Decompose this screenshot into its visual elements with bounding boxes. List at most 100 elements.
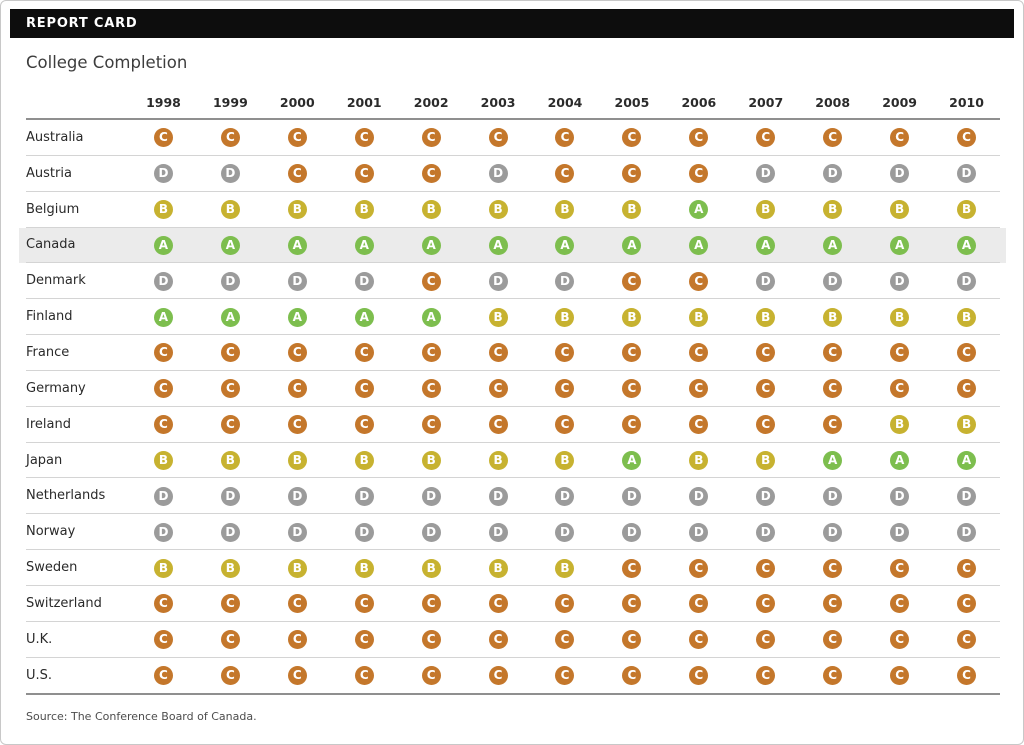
grade-badge-c: C — [287, 164, 307, 184]
grade-badge-b: B — [756, 200, 776, 220]
grade-badge-d: D — [488, 164, 508, 184]
grade-cell: D — [665, 486, 732, 506]
country-label: U.S. — [26, 667, 53, 683]
grade-badge-c: C — [890, 128, 910, 148]
grade-cell: D — [866, 522, 933, 542]
grade-badge-c: C — [756, 666, 776, 686]
grade-cell: B — [197, 558, 264, 578]
grade-cell: C — [732, 414, 799, 435]
grade-badge-c: C — [957, 594, 977, 614]
grade-cell: C — [264, 127, 331, 148]
grade-badge-c: C — [354, 128, 374, 148]
table-row: Germany C C C C C C C C C C C C C — [26, 371, 1000, 407]
table-row: Finland A A A A A B B B B B B B B — [26, 299, 1000, 336]
page-title: College Completion — [26, 53, 188, 72]
grade-cell: C — [598, 127, 665, 148]
grade-cell: A — [933, 450, 1000, 471]
grade-cell: A — [264, 235, 331, 255]
grade-cell: C — [398, 127, 465, 148]
grade-badge-d: D — [153, 164, 173, 184]
country-label: France — [26, 344, 70, 360]
grade-badge-d: D — [220, 271, 240, 291]
grade-cell: D — [197, 163, 264, 184]
grade-badge-d: D — [957, 486, 977, 506]
year-column-header: 1998 — [146, 94, 181, 110]
grade-cell: C — [866, 629, 933, 650]
grade-cell: D — [398, 486, 465, 506]
grade-badge-c: C — [890, 379, 910, 399]
grade-cell: D — [799, 271, 866, 291]
grade-badge-a: A — [555, 235, 575, 255]
grade-cell: C — [665, 271, 732, 291]
grade-badge-c: C — [890, 594, 910, 614]
grade-cell: C — [866, 378, 933, 399]
grade-badge-d: D — [756, 522, 776, 542]
grade-cell: B — [130, 450, 197, 471]
year-header-row: 1998 1999 2000 2001 2002 2003 2004 2005 2006 2007… — [26, 86, 1000, 120]
grade-cell: C — [130, 665, 197, 686]
grade-badge-c: C — [488, 343, 508, 363]
grade-badge-c: C — [622, 415, 642, 435]
grade-badge-c: C — [689, 558, 709, 578]
grade-cell: D — [398, 522, 465, 542]
grade-badge-a: A — [689, 200, 709, 220]
year-column-header: 2007 — [748, 94, 784, 110]
table-row: U.K. C C C C C C C C C C C C C — [26, 622, 1000, 658]
grade-cell: D — [130, 522, 197, 542]
grade-badge-c: C — [555, 594, 575, 614]
country-label: Switzerland — [26, 595, 102, 611]
country-label: Canada — [26, 237, 76, 253]
grade-cell: C — [799, 378, 866, 399]
country-label: Denmark — [26, 273, 86, 289]
grade-badge-a: A — [823, 235, 843, 255]
grade-cell: C — [933, 127, 1000, 148]
grade-cell: C — [598, 271, 665, 291]
grade-cell: C — [331, 414, 398, 435]
grade-cell: B — [532, 450, 599, 471]
grade-cell: A — [799, 450, 866, 471]
grade-cell: C — [799, 665, 866, 686]
table-row: Australia C C C C C C C C C C C C C — [26, 120, 1000, 156]
grade-badge-b: B — [555, 307, 575, 327]
grade-badge-b: B — [153, 451, 173, 471]
grade-cell: C — [732, 127, 799, 148]
grade-badge-b: B — [488, 307, 508, 327]
grade-badge-c: C — [153, 630, 173, 650]
grade-cell: C — [197, 414, 264, 435]
grade-cell: A — [665, 199, 732, 220]
grade-badge-a: A — [153, 235, 173, 255]
grade-cell: C — [866, 665, 933, 686]
country-label: Belgium — [26, 201, 80, 217]
grade-cell: B — [665, 307, 732, 327]
grade-badge-c: C — [287, 415, 307, 435]
year-column-header: 2003 — [480, 94, 516, 110]
year-column-header: 2008 — [815, 94, 851, 110]
year-column-header: 2009 — [882, 94, 917, 110]
grade-cell: C — [465, 593, 532, 614]
grade-cell: C — [130, 378, 197, 399]
grade-badge-c: C — [823, 128, 843, 148]
grade-badge-b: B — [555, 200, 575, 220]
grade-badge-a: A — [421, 235, 441, 255]
grade-badge-a: A — [220, 307, 240, 327]
grade-cell: C — [732, 629, 799, 650]
grade-cell: C — [264, 629, 331, 650]
grade-badge-c: C — [756, 343, 776, 363]
grade-cell: C — [331, 163, 398, 184]
grade-cell: A — [665, 235, 732, 255]
grade-badge-b: B — [689, 307, 709, 327]
country-label: Sweden — [26, 560, 78, 576]
grade-cell: A — [264, 307, 331, 327]
grade-cell: B — [933, 199, 1000, 220]
grade-badge-a: A — [622, 235, 642, 255]
grade-badge-c: C — [957, 379, 977, 399]
grade-cell: C — [598, 163, 665, 184]
grade-badge-b: B — [957, 415, 977, 435]
grade-cell: D — [598, 486, 665, 506]
grade-badge-c: C — [823, 594, 843, 614]
grade-cell: C — [465, 127, 532, 148]
grade-cell: B — [331, 450, 398, 471]
grade-badge-c: C — [555, 415, 575, 435]
grade-badge-c: C — [622, 164, 642, 184]
grade-badge-c: C — [220, 128, 240, 148]
